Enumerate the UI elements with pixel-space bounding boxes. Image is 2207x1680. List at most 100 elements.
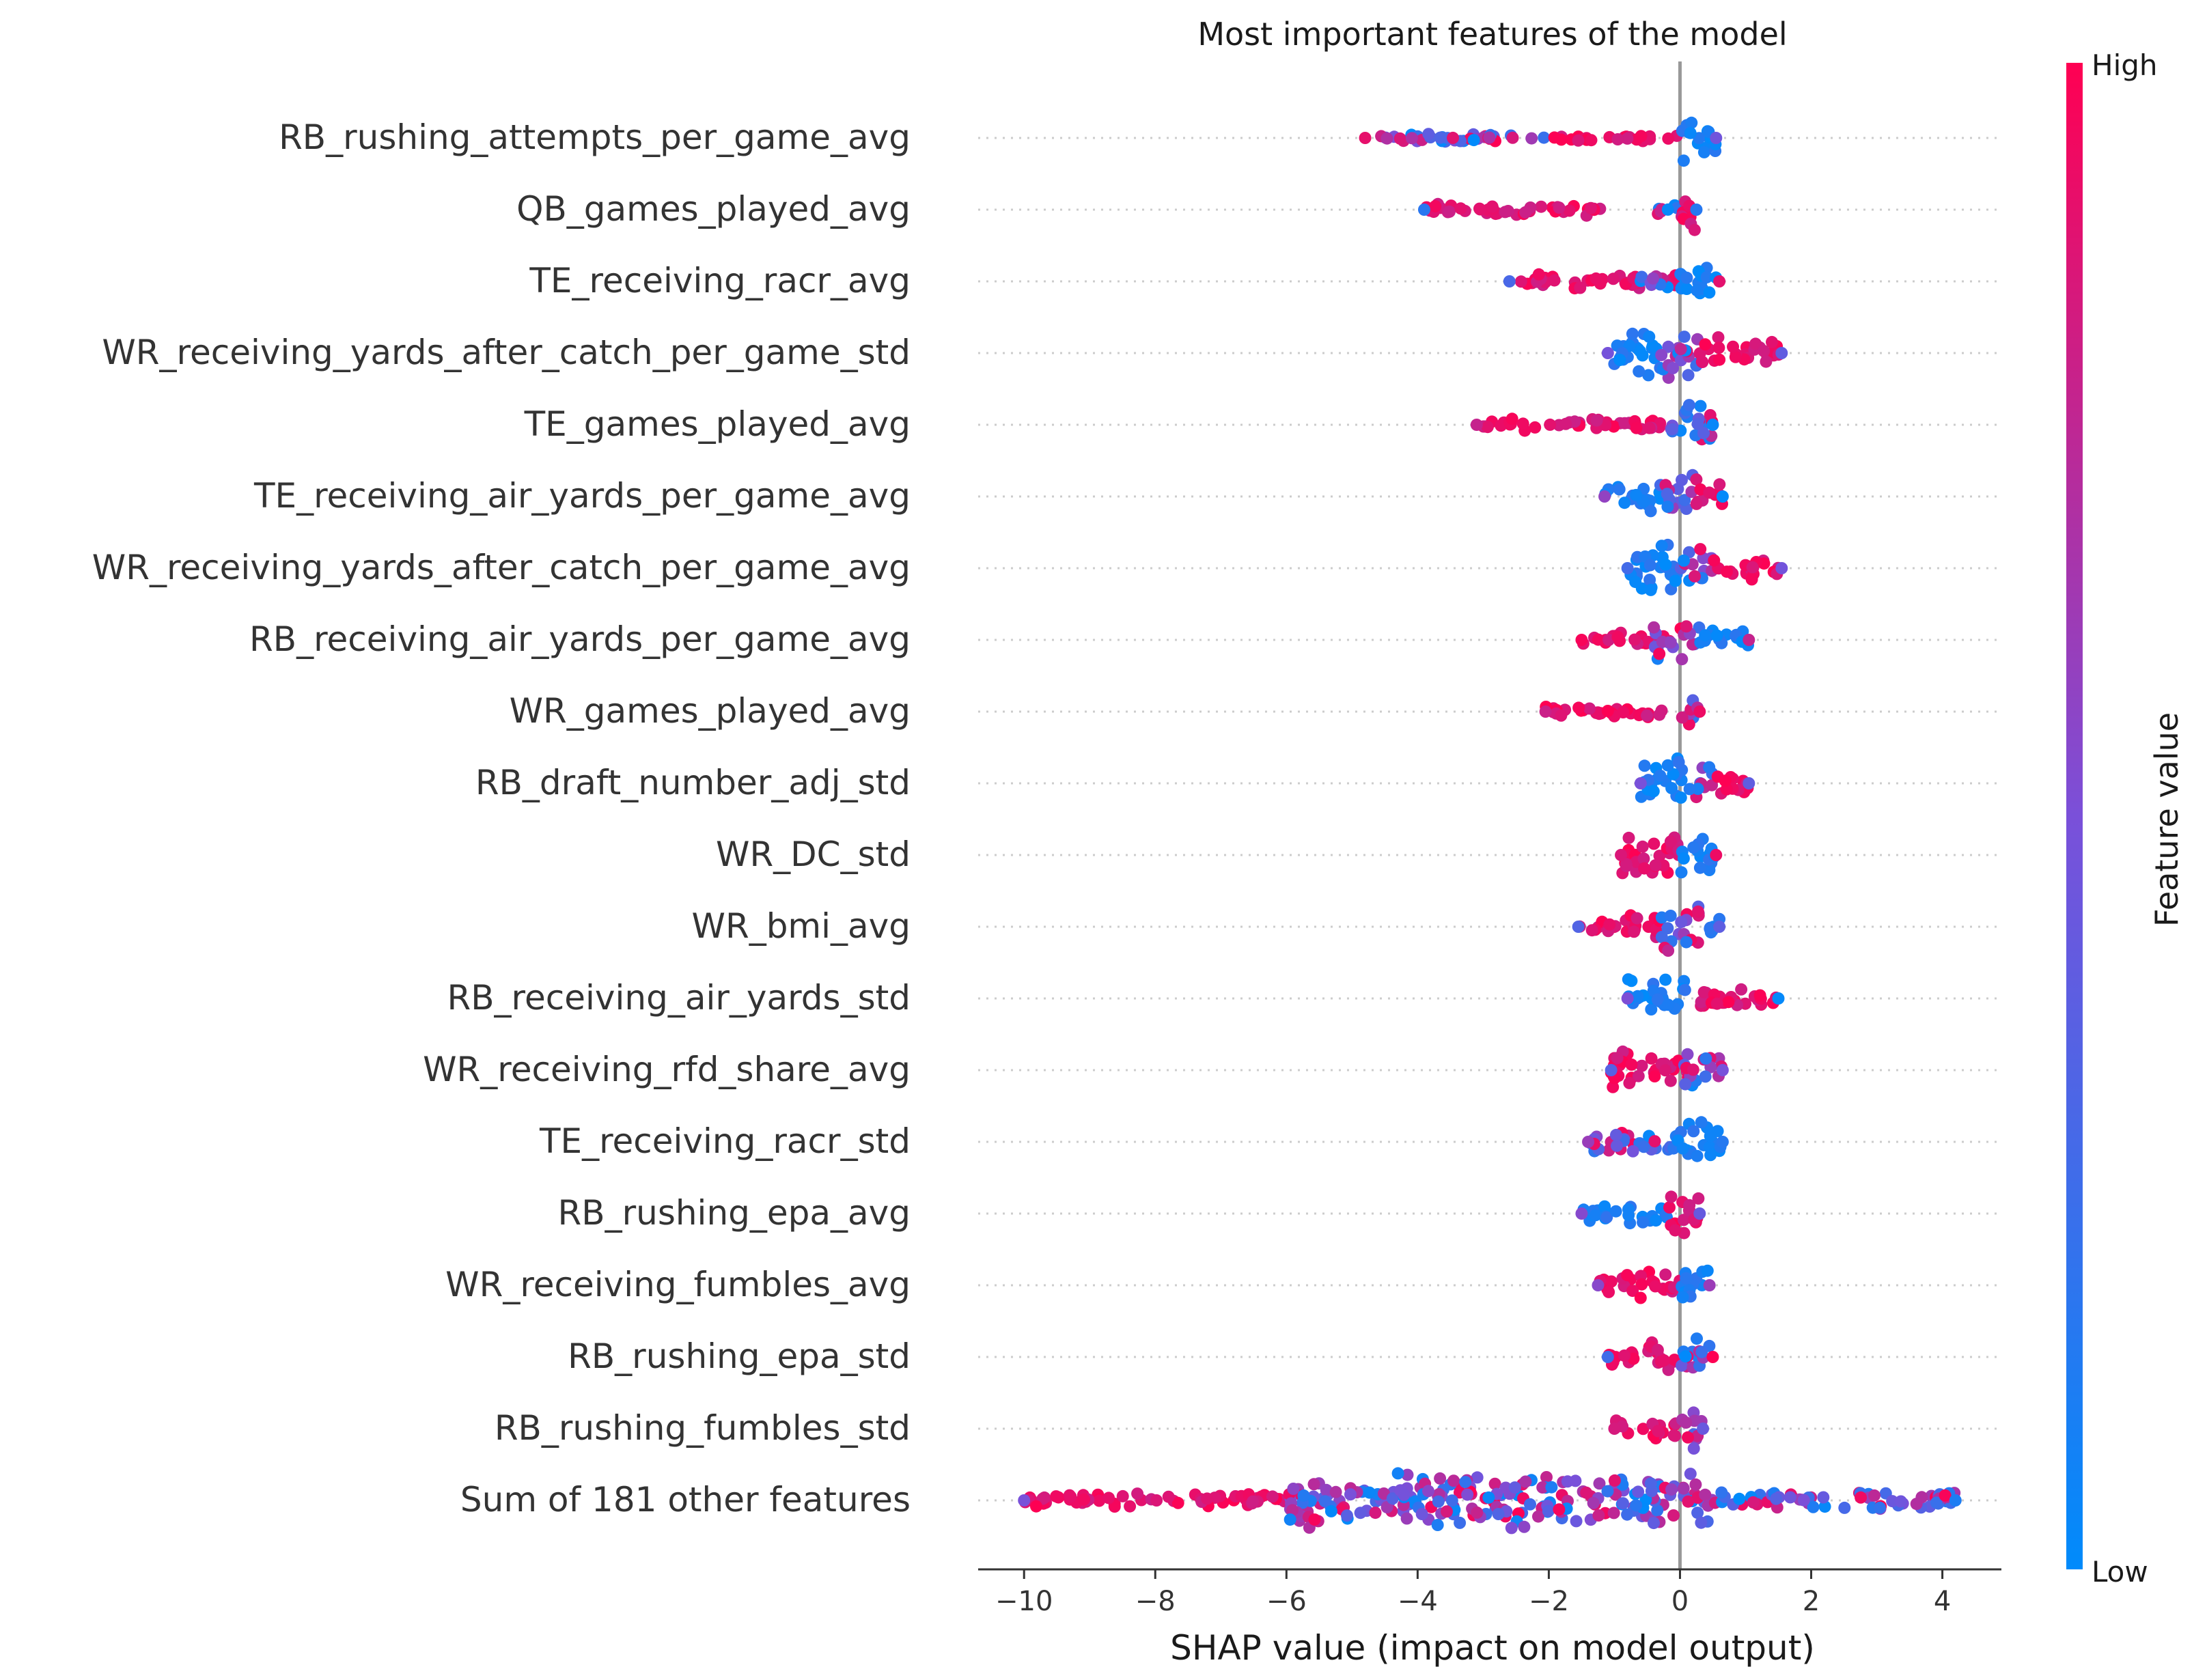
feature-point-row: [1601, 1332, 1719, 1376]
shap-point: [1643, 421, 1656, 434]
shap-point: [1662, 132, 1675, 145]
shap-point: [1467, 134, 1480, 147]
shap-point: [1431, 1519, 1444, 1531]
shap-point: [1297, 1489, 1310, 1502]
shap-point: [1691, 1149, 1704, 1162]
shap-point: [1524, 1498, 1536, 1511]
shap-point: [1380, 1501, 1393, 1513]
shap-point: [1729, 350, 1742, 363]
shap-point: [1697, 985, 1710, 998]
shap-point: [1700, 270, 1713, 283]
shap-point: [1171, 1496, 1184, 1509]
shap-point: [1691, 1332, 1703, 1345]
shap-point: [1454, 1516, 1467, 1529]
shap-point: [1611, 1139, 1623, 1152]
shap-point: [1341, 1509, 1353, 1522]
x-tick-label: 4: [1934, 1586, 1951, 1617]
shap-point: [1665, 423, 1678, 436]
shap-point: [1632, 1069, 1645, 1082]
shap-point: [1747, 1496, 1760, 1509]
shap-point: [1470, 419, 1483, 431]
shap-point: [1266, 1490, 1279, 1503]
feature-label: TE_games_played_avg: [524, 404, 911, 444]
shap-point: [1678, 331, 1691, 344]
x-tick-label: 2: [1803, 1586, 1820, 1617]
shap-point: [1680, 1272, 1693, 1285]
feature-point-row: [1359, 116, 1723, 167]
shap-point: [1745, 573, 1758, 586]
shap-point: [1654, 769, 1667, 782]
shap-point: [1693, 347, 1706, 360]
shap-point: [1868, 1489, 1880, 1502]
shap-point: [1162, 1490, 1175, 1503]
feature-point-row: [1598, 468, 1729, 518]
shap-point: [1681, 1048, 1694, 1061]
shap-point: [1665, 782, 1678, 794]
shap-point: [1676, 1359, 1688, 1372]
shap-point: [1704, 922, 1717, 935]
shap-point: [1590, 414, 1603, 427]
shap-point: [1689, 570, 1701, 583]
shap-point: [1665, 1483, 1678, 1496]
shap-point: [1369, 1507, 1382, 1520]
shap-point: [1690, 497, 1703, 510]
shap-point: [1695, 1345, 1708, 1358]
shap-point: [1518, 1520, 1531, 1533]
shap-point: [1618, 417, 1631, 430]
shap-point: [1637, 1423, 1650, 1436]
shap-point: [1532, 1510, 1544, 1523]
shap-point: [1625, 1058, 1638, 1071]
shap-point: [1050, 1490, 1063, 1503]
shap-point: [1609, 1205, 1622, 1218]
shap-point: [1635, 130, 1648, 143]
shap-point: [1693, 1207, 1706, 1220]
shap-point: [1677, 1482, 1690, 1495]
shap-point: [1611, 1052, 1624, 1065]
shap-point: [1603, 918, 1616, 931]
feature-label: RB_receiving_air_yards_per_game_avg: [249, 619, 911, 659]
shap-point: [1667, 1509, 1680, 1522]
shap-point: [1422, 1485, 1434, 1498]
shap-point: [1674, 343, 1687, 356]
shap-point: [1488, 1477, 1501, 1490]
shap-point: [1719, 774, 1732, 787]
shap-point: [1647, 272, 1659, 285]
shap-point: [1659, 1268, 1672, 1281]
shap-point: [1287, 1483, 1300, 1495]
colorbar-title: Feature value: [2148, 712, 2185, 927]
shap-point: [1570, 1515, 1583, 1528]
shap-point: [1659, 558, 1672, 571]
shap-point: [1680, 283, 1693, 295]
shap-point: [1628, 925, 1641, 938]
feature-point-row: [1601, 327, 1788, 384]
shap-point: [1697, 145, 1710, 158]
shap-point: [1605, 1064, 1618, 1076]
shap-point: [1545, 1481, 1558, 1494]
shap-point: [1695, 1116, 1708, 1129]
shap-point: [1669, 1224, 1682, 1237]
shap-point: [1380, 132, 1393, 145]
shap-point: [1201, 1492, 1214, 1505]
shap-point: [1508, 1481, 1521, 1494]
shap-point: [1601, 1351, 1614, 1363]
shap-point: [1608, 1474, 1621, 1487]
shap-point: [1644, 583, 1657, 596]
shap-point: [1676, 473, 1688, 486]
shap-point: [1622, 831, 1635, 844]
shap-point: [1703, 862, 1715, 875]
shap-point: [1630, 1499, 1643, 1512]
feature-label: RB_receiving_air_yards_std: [447, 978, 911, 1018]
shap-point: [1684, 126, 1697, 139]
shap-point: [1593, 1477, 1606, 1490]
shap-point: [1652, 1425, 1665, 1438]
shap-point: [1637, 1216, 1650, 1229]
shap-point: [1680, 936, 1693, 949]
shap-point: [1783, 1491, 1796, 1504]
shap-point: [1400, 1512, 1413, 1525]
shap-point: [1308, 1513, 1321, 1526]
shap-point: [1542, 1504, 1555, 1517]
shap-point: [1590, 1209, 1602, 1222]
shap-point: [1667, 362, 1680, 374]
shap-point: [1535, 200, 1548, 213]
shap-point: [1607, 1507, 1620, 1520]
